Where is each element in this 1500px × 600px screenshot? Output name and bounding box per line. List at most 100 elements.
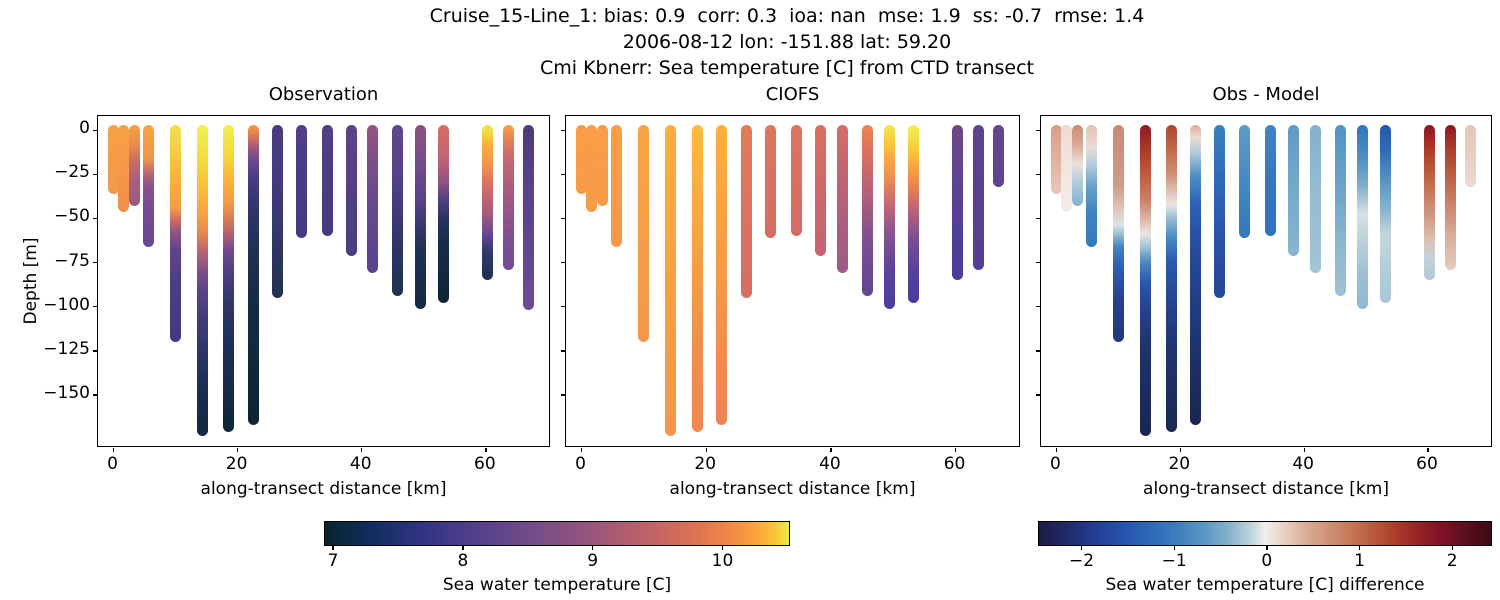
x-tick-mark (1055, 448, 1058, 452)
y-tick-label: −125 (43, 338, 90, 359)
ctd-profile-ciofs (951, 124, 963, 281)
y-tick-mark (93, 306, 97, 308)
x-axis-label-ciofs: along-transect distance [km] (669, 479, 916, 499)
colorbar-tick-label: 8 (457, 551, 469, 571)
colorbar-tick-label: −1 (1161, 551, 1187, 571)
y-tick-mark (93, 173, 97, 175)
y-tick-label: −50 (54, 206, 90, 227)
y-tick-label: −150 (43, 383, 90, 404)
colorbar-difference: −2 −1 0 1 2 (1038, 521, 1492, 571)
ctd-profile-obs (129, 124, 141, 207)
ctd-profile-ciofs (597, 124, 609, 207)
ctd-profile-ciofs (861, 124, 873, 297)
y-tick-label: −100 (43, 294, 90, 315)
ctd-profile-diff (1334, 124, 1346, 297)
ctd-profile-obs (196, 124, 208, 436)
x-tick-label: 60 (943, 454, 966, 474)
x-tick-label: 20 (225, 454, 248, 474)
y-tick-label: −75 (54, 250, 90, 271)
y-tick-mark (561, 261, 565, 264)
colorbar-tick-mark (1173, 546, 1175, 550)
ctd-profile-ciofs (791, 124, 803, 237)
ctd-profile-ciofs (638, 124, 650, 343)
ctd-profile-obs (271, 124, 283, 299)
ctd-profile-ciofs (993, 124, 1005, 187)
colorbar-tick-mark (462, 546, 464, 550)
ctd-profile-obs (523, 124, 535, 311)
ctd-profile-obs (117, 124, 129, 212)
plot-area-obs-minus-model (1036, 115, 1492, 452)
colorbar-temperature-gradient (324, 521, 790, 546)
y-tick-mark (93, 129, 97, 131)
x-tick-mark (485, 448, 487, 452)
x-tick-mark (705, 448, 707, 452)
x-tick-mark (830, 448, 832, 452)
ctd-profile-diff (1238, 124, 1250, 239)
ctd-profile-diff (1424, 124, 1436, 281)
title-variable-line: Cmi Kbnerr: Sea temperature [C] from CTD… (540, 57, 1034, 79)
ctd-profile-obs (503, 124, 515, 270)
x-tick-mark (1179, 448, 1181, 452)
y-tick-mark (1036, 129, 1040, 131)
x-tick-mark (580, 448, 583, 452)
ctd-profile-obs (438, 124, 450, 304)
ctd-profile-ciofs (814, 124, 826, 256)
plot-area-ciofs (561, 115, 1020, 452)
ctd-profile-ciofs (610, 124, 622, 247)
x-tick-mark (954, 448, 957, 452)
ctd-profile-obs (296, 124, 308, 239)
ctd-profile-diff (1214, 124, 1226, 299)
y-tick-mark (561, 306, 565, 308)
ctd-profile-ciofs (692, 124, 703, 433)
ctd-profile-ciofs (836, 124, 848, 274)
colorbar-tick-label: 10 (711, 551, 734, 571)
ctd-profile-diff (1050, 124, 1062, 194)
ctd-profile-obs (170, 124, 182, 343)
colorbar-tick-label: 7 (327, 551, 339, 571)
y-tick-mark (93, 261, 97, 264)
title-stats-line: Cruise_15-Line_1: bias: 0.9 corr: 0.3 io… (429, 5, 1145, 27)
colorbar-tick-mark (332, 546, 334, 550)
ctd-profile-diff (1112, 124, 1124, 343)
x-tick-label: 20 (1168, 454, 1191, 474)
colorbar-tick-label: 1 (1354, 551, 1365, 571)
ctd-profile-diff (1072, 124, 1084, 207)
ctd-profile-obs (223, 124, 235, 433)
title-date-location-line: 2006-08-12 lon: -151.88 lat: 59.20 (622, 31, 952, 53)
y-tick-mark (1036, 394, 1040, 396)
panel-title-ciofs: CIOFS (765, 84, 820, 105)
ctd-profile-obs (345, 124, 357, 256)
x-axis-label-obs-minus-model: along-transect distance [km] (1143, 479, 1389, 499)
y-tick-mark (561, 350, 565, 352)
panel-title-observation: Observation (268, 84, 379, 105)
ctd-profile-diff (1166, 124, 1178, 433)
x-tick-mark (112, 448, 115, 452)
colorbar-tick-mark (1451, 546, 1453, 550)
ctd-profile-diff (1264, 124, 1276, 237)
colorbar-tick-label: 0 (1261, 551, 1273, 571)
y-tick-mark (561, 129, 565, 131)
ctd-profile-obs (142, 124, 154, 247)
ctd-profile-ciofs (665, 124, 677, 436)
x-tick-label: 60 (1416, 454, 1438, 474)
x-tick-label: 20 (694, 454, 717, 474)
ctd-profile-obs (414, 124, 426, 309)
y-tick-mark (561, 394, 565, 396)
x-tick-mark (1303, 448, 1305, 452)
ctd-profile-obs (392, 124, 404, 297)
x-tick-mark (237, 448, 239, 452)
ctd-profile-diff (1139, 124, 1151, 436)
colorbar-tick-mark (1266, 546, 1268, 550)
ctd-profile-ciofs (716, 124, 728, 426)
ctd-profile-diff (1356, 124, 1368, 309)
x-tick-label: 0 (575, 454, 586, 474)
ctd-profile-ciofs (883, 124, 895, 309)
ctd-profile-diff (1445, 124, 1457, 270)
figure-title: Cruise_15-Line_1: bias: 0.9 corr: 0.3 io… (74, 3, 1500, 81)
ctd-profile-diff (1380, 124, 1392, 304)
ctd-profile-obs (322, 124, 334, 237)
y-tick-mark (1036, 350, 1040, 352)
y-tick-mark (93, 217, 97, 220)
colorbar-difference-gradient (1038, 521, 1492, 546)
